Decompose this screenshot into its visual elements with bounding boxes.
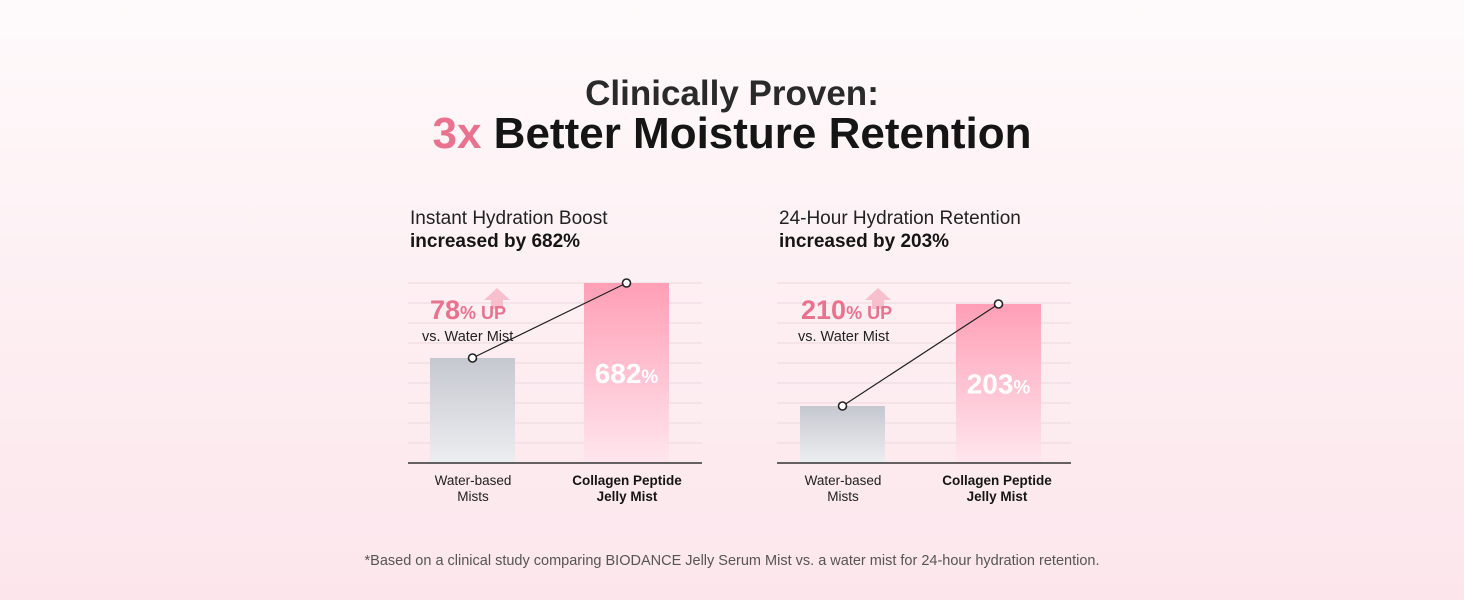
highlight-caption: vs. Water Mist [798, 329, 890, 345]
footnote: *Based on a clinical study comparing BIO… [364, 553, 1100, 569]
headline-rest: Better Moisture Retention [481, 109, 1032, 158]
bar-jelly-mist [584, 283, 669, 463]
x-label-water: Water-based Mists [804, 473, 882, 504]
trend-point-end [993, 299, 1004, 309]
chart-title: Instant Hydration Boost [410, 208, 608, 229]
bar-value-label: 203% [967, 369, 1031, 400]
chart-subtitle: increased by 682% [410, 231, 581, 252]
x-label-water: Water-based Mists [434, 473, 512, 504]
bar-value-label: 682% [595, 358, 659, 389]
bar-water-mist [430, 358, 515, 463]
headline-accent: 3x [432, 109, 482, 158]
chart-plot: 203% [777, 282, 1071, 464]
bar-water-mist [800, 406, 885, 463]
highlight-value: 210% UP [801, 295, 893, 325]
chart-24h-retention: 24-Hour Hydration Retention increased by… [774, 205, 1074, 515]
trend-line [472, 282, 627, 359]
trend-point-start [837, 401, 848, 411]
x-label-jelly: Collagen Peptide Jelly Mist [942, 473, 1052, 504]
bar-jelly-mist [956, 304, 1041, 463]
trend-point-end [621, 278, 632, 288]
up-arrow-icon [484, 288, 510, 309]
highlight-caption: vs. Water Mist [422, 329, 514, 345]
trend-line [842, 303, 999, 407]
x-label-jelly: Collagen Peptide Jelly Mist [572, 473, 682, 504]
highlight-value: 78% UP [430, 295, 507, 325]
trend-point-start [467, 353, 478, 363]
headline-line2: 3x Better Moisture Retention [0, 108, 1464, 160]
chart-instant-hydration: Instant Hydration Boost increased by 682… [405, 205, 705, 515]
chart-title: 24-Hour Hydration Retention [779, 208, 1021, 229]
headline-line1: Clinically Proven: [585, 74, 879, 113]
chart-plot: 682% [408, 278, 702, 464]
up-arrow-icon [865, 288, 891, 309]
chart-subtitle: increased by 203% [779, 231, 950, 252]
